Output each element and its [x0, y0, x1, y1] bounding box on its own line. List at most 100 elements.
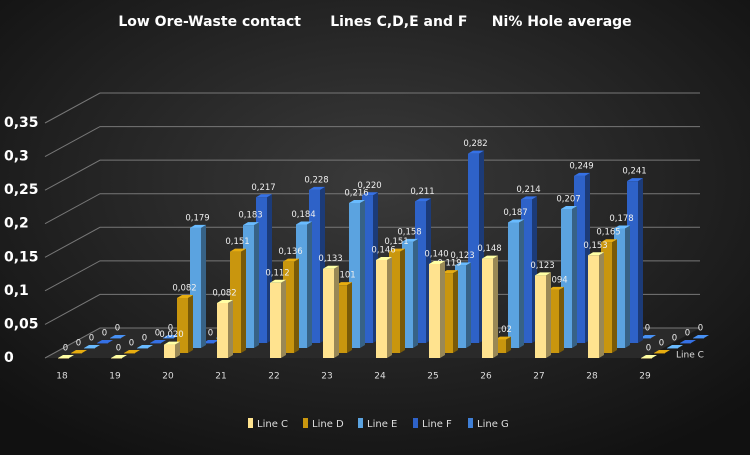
bar-face [309, 189, 320, 343]
bar [548, 286, 564, 353]
bar-face [415, 198, 431, 202]
bar-face [137, 345, 153, 348]
bar-face [307, 221, 312, 348]
bar-face [680, 343, 691, 344]
bar-face [468, 150, 484, 154]
bar [71, 350, 87, 354]
value-label: 0 [685, 329, 690, 339]
bar-face [495, 336, 511, 340]
bar-face [71, 353, 82, 354]
bar-face [228, 299, 233, 358]
bar-face [203, 340, 219, 343]
bar [111, 355, 127, 359]
bar [482, 255, 498, 358]
bar-face [164, 344, 175, 358]
bar-face [521, 199, 532, 343]
legend-swatch [468, 418, 473, 428]
value-label: 0 [142, 334, 147, 344]
bar [177, 294, 193, 353]
bar [97, 340, 113, 344]
value-label: 0 [155, 329, 160, 339]
bar [588, 252, 604, 358]
bar-face [217, 299, 233, 303]
bar-face [601, 242, 612, 353]
bar-face [413, 238, 418, 348]
bar [614, 225, 630, 348]
depth-axis-label: Line C [676, 351, 704, 361]
bar-face [336, 282, 352, 286]
bar-face [614, 228, 625, 348]
bar-face [389, 251, 400, 353]
bar-face [482, 258, 493, 358]
bar-face [163, 338, 174, 339]
x-tick-label: 18 [56, 372, 68, 382]
value-label: 0,020 [159, 330, 183, 340]
value-label: 0 [168, 324, 173, 334]
bar-face [482, 255, 498, 259]
value-label: 0,165 [596, 228, 620, 238]
bar-face [455, 262, 471, 266]
bar-face [521, 196, 537, 200]
y-tick-label: 0,3 [4, 149, 29, 165]
bar-face [256, 194, 272, 198]
value-label: 0,211 [410, 187, 434, 197]
bar-face [495, 339, 506, 353]
bar-face [389, 248, 405, 252]
bar-face [561, 209, 572, 348]
bar-face [349, 202, 360, 348]
value-label: 0 [76, 339, 81, 349]
bar [402, 238, 418, 348]
bar-face [58, 358, 69, 359]
bar-face [402, 241, 413, 348]
value-label: 0 [698, 324, 703, 334]
bar-face [442, 273, 453, 353]
y-tick-label: 0,1 [4, 283, 29, 299]
bar-face [362, 195, 373, 343]
bar [84, 345, 100, 349]
bar-face [402, 238, 418, 242]
bar [217, 299, 233, 358]
value-label: 0,151 [384, 237, 408, 247]
bar [535, 272, 551, 358]
value-label: 0,178 [609, 214, 633, 224]
x-tick-label: 27 [533, 372, 544, 382]
bar-face [601, 239, 617, 243]
legend-label: Line G [477, 419, 509, 430]
bar-face [254, 222, 259, 348]
bar-face [548, 286, 564, 290]
value-label: 0,282 [463, 139, 487, 149]
bar-face [362, 192, 378, 196]
value-label: 0 [672, 334, 677, 344]
value-label: 0 [116, 344, 121, 354]
bar-face [201, 224, 206, 348]
value-label: 0,153 [583, 241, 607, 251]
bar-face [323, 265, 339, 269]
value-label: 0,136 [278, 247, 302, 257]
legend-swatch [413, 418, 418, 428]
bar-face [334, 265, 339, 358]
bar [230, 248, 246, 353]
value-label: 0,179 [185, 213, 209, 223]
bar-face [654, 353, 665, 354]
value-label: 0,187 [503, 208, 527, 218]
bar [654, 350, 670, 354]
x-tick-label: 25 [427, 372, 438, 382]
bar-face [693, 335, 709, 338]
bar-face [58, 355, 74, 358]
bar-face [283, 261, 294, 353]
value-label: 0,158 [397, 227, 421, 237]
value-label: 0,183 [238, 211, 262, 221]
bar [110, 335, 126, 339]
bar-face [283, 258, 299, 262]
bar [283, 258, 299, 353]
y-tick-label: 0,35 [4, 115, 39, 131]
bar [150, 340, 166, 344]
value-label: 0,123 [530, 261, 554, 271]
bar [190, 224, 206, 348]
bar-face [71, 350, 87, 353]
legend-swatch [358, 418, 363, 428]
value-label: 0,094 [543, 275, 567, 285]
bar-face [150, 343, 161, 344]
bar [667, 345, 683, 349]
